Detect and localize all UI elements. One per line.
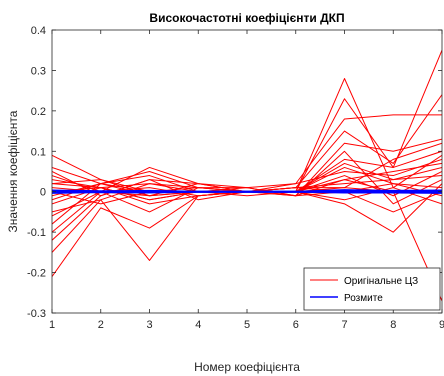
- series-group-blurred: [52, 189, 442, 194]
- legend-box: [303, 267, 441, 311]
- y-tick-label: -0.1: [27, 227, 46, 239]
- chart-title: Високочастотні коефіцієнти ДКП: [149, 11, 344, 25]
- x-tick-label: 6: [293, 319, 299, 331]
- y-tick-label: 0.3: [31, 65, 46, 77]
- y-tick-label: -0.2: [27, 268, 46, 280]
- series-group-original: [52, 50, 442, 302]
- y-axis-label: Значення коефіцієнта: [6, 110, 20, 232]
- x-tick-label: 3: [146, 319, 152, 331]
- series-line-original-2: [52, 78, 442, 197]
- x-tick-label: 8: [390, 319, 396, 331]
- y-tick-label: 0.4: [31, 25, 46, 37]
- y-tick-label: -0.3: [27, 308, 46, 320]
- legend-label-1: Оригінальне ЦЗ: [344, 276, 418, 287]
- x-tick-label: 1: [49, 319, 55, 331]
- x-tick-label: 7: [341, 319, 347, 331]
- x-tick-label: 5: [244, 319, 250, 331]
- x-tick-label: 9: [439, 319, 444, 331]
- legend-label-2: Розмите: [344, 293, 383, 304]
- x-tick-label: 4: [195, 319, 201, 331]
- chart-legend: Оригінальне ЦЗ Розмите: [303, 267, 441, 311]
- x-tick-label: 2: [98, 319, 104, 331]
- series-line-blurred-3: [52, 190, 442, 194]
- series-line-original-4: [52, 187, 442, 261]
- y-tick-label: 0: [40, 187, 46, 199]
- series-line-original-3: [52, 50, 442, 193]
- series-line-original-6: [52, 114, 442, 241]
- y-tick-label: 0.2: [31, 106, 46, 118]
- y-tick-label: 0.1: [31, 146, 46, 158]
- x-axis-label: Номер коефіцієнта: [194, 360, 300, 374]
